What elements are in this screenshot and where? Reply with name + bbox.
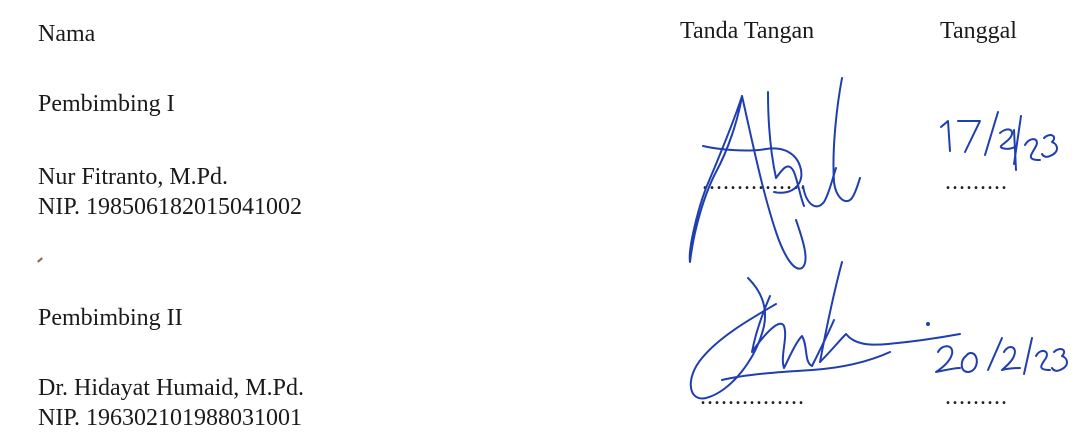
handwritten-signature2-icon [689,261,961,400]
signature-header: Tanda Tangan [680,18,815,44]
handwritten-date2 [935,337,1068,375]
supervisor1-role: Pembimbing I [38,91,175,117]
signature2-line: ............... [700,384,805,410]
stray-mark [37,257,43,263]
nama-header: Nama [38,21,96,47]
supervisor1-nip: NIP. 198506182015041002 [38,194,303,220]
date-header: Tanggal [940,18,1017,44]
supervisor2-nip: NIP. 196302101988031001 [38,405,303,431]
supervisor2-name: Dr. Hidayat Humaid, M.Pd. [38,375,304,401]
signature1-line: ............... [702,169,807,195]
date2-line: ......... [945,384,1008,410]
supervisor2-role: Pembimbing II [38,305,183,331]
handwritten-date1 [940,111,1058,171]
date1-line: ......... [945,169,1008,195]
supervisor1-name: Nur Fitranto, M.Pd. [38,164,229,190]
